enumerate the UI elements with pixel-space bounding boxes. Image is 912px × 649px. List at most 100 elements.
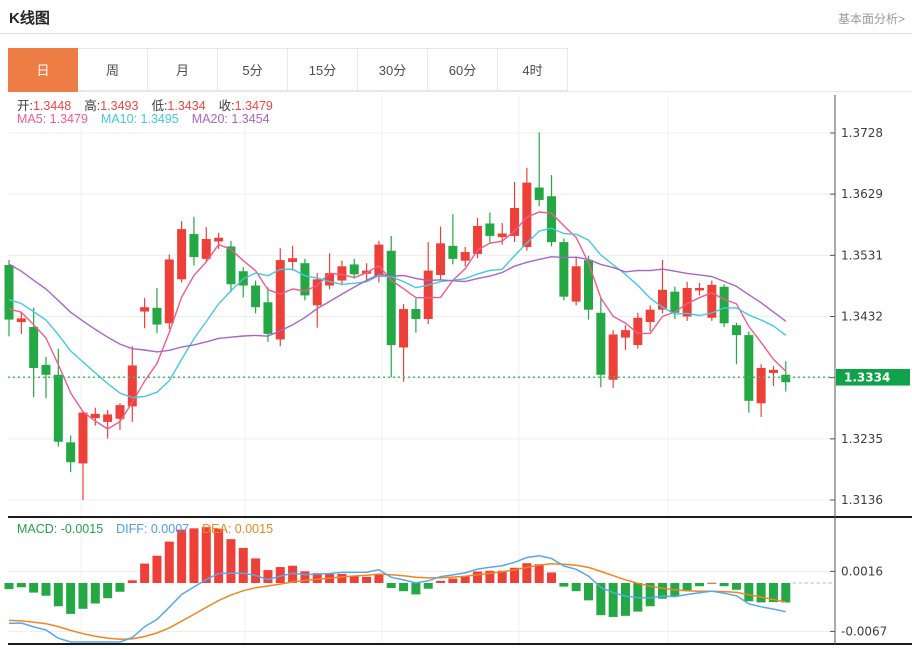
macd-hist-bar (140, 563, 150, 583)
macd-hist-bar (90, 583, 100, 604)
ma-legend: MA5: 1.3479 MA10: 1.3495 MA20: 1.3454 (17, 112, 283, 126)
candle-body (66, 442, 76, 463)
ma10-line (8, 227, 787, 399)
macd-axis-label: -0.0067 (841, 624, 887, 638)
macd-hist-bar (103, 583, 113, 599)
candle-body (177, 229, 187, 280)
macd-hist-bar (29, 583, 39, 593)
tab-period-8[interactable]: 4时 (498, 48, 568, 91)
candle-body (682, 287, 692, 317)
tabbar-underline (8, 91, 912, 92)
macd-hist-bar (510, 567, 520, 583)
candle-body (226, 246, 236, 285)
candle-body (275, 260, 285, 340)
macd-hist-bar (214, 528, 224, 583)
macd-hist-bar (300, 571, 310, 583)
y-axis-label: 1.3235 (841, 432, 883, 446)
macd-hist-bar (53, 583, 63, 607)
macd-hist-bar (362, 576, 372, 583)
legend-item: 收:1.3479 (218, 99, 273, 113)
macd-hist-bar (694, 583, 704, 587)
y-axis-label: 1.3728 (841, 126, 883, 140)
candle-body (41, 364, 51, 375)
macd-hist-bar (707, 582, 717, 584)
macd-hist-bar (473, 571, 483, 583)
macd-hist-bar (756, 583, 766, 603)
macd-hist-bar (164, 541, 174, 583)
tab-period-7[interactable]: 60分 (428, 48, 498, 91)
candle-body (411, 309, 421, 319)
macd-hist-bar (571, 583, 581, 592)
candle-body (127, 365, 137, 407)
macd-hist-bar (608, 583, 618, 617)
macd-hist-bar (559, 583, 569, 587)
legend-item: DIFF: 0.0007 (116, 522, 190, 536)
macd-hist-bar (460, 576, 470, 583)
tab-period-6[interactable]: 30分 (358, 48, 428, 91)
macd-hist-bar (251, 558, 261, 583)
tab-period-4[interactable]: 5分 (218, 48, 288, 91)
tab-period-1[interactable]: 日 (8, 48, 78, 92)
macd-hist-bar (744, 583, 754, 602)
macd-hist-bar (115, 583, 125, 592)
fundamental-analysis-link[interactable]: 基本面分析> (837, 12, 905, 26)
candle-body (53, 374, 63, 442)
candle-body (596, 312, 606, 375)
candle-body (497, 233, 507, 238)
legend-item: MA10: 1.3495 (100, 112, 179, 126)
macd-hist-bar (781, 583, 791, 603)
tab-period-3[interactable]: 月 (148, 48, 218, 91)
macd-hist-bar (731, 583, 741, 590)
dea-line (8, 563, 786, 640)
macd-hist-bar (411, 583, 421, 595)
legend-item: MACD: -0.0015 (17, 522, 104, 536)
macd-hist-bar (312, 573, 322, 583)
candle-body (386, 250, 396, 346)
candle-body (719, 286, 729, 324)
candle-body (510, 208, 520, 236)
legend-item: MA5: 1.3479 (17, 112, 88, 126)
candle-body (251, 285, 261, 308)
macd-hist-bar (584, 583, 594, 601)
y-axis-label: 1.3531 (841, 248, 883, 262)
macd-hist-bar (177, 529, 187, 583)
candle-body (201, 239, 211, 259)
y-axis-label: 1.3629 (841, 187, 883, 201)
ohlc-legend: 开:1.3448 高:1.3493 低:1.3434 收:1.3479 (17, 95, 286, 114)
candle-body (608, 334, 618, 380)
candle-body (115, 405, 125, 419)
candle-body (436, 243, 446, 275)
macd-hist-bar (657, 583, 667, 599)
macd-hist-bar (534, 564, 544, 583)
candle-body (103, 414, 113, 422)
candle-body (460, 252, 470, 261)
header-divider (0, 33, 912, 34)
candle-body (781, 374, 791, 383)
tab-period-2[interactable]: 周 (78, 48, 148, 91)
macd-hist-bar (399, 583, 409, 592)
candle-body (547, 196, 557, 243)
candle-body (657, 289, 667, 310)
macd-hist-bar (349, 575, 359, 583)
candle-body (4, 265, 14, 320)
tab-period-5[interactable]: 15分 (288, 48, 358, 91)
macd-hist-bar (386, 583, 396, 588)
y-axis-label: 1.3136 (841, 493, 883, 507)
macd-hist-bar (423, 583, 433, 589)
legend-item: 低:1.3434 (151, 99, 206, 113)
legend-item: 开:1.3448 (17, 99, 72, 113)
candle-body (312, 279, 322, 306)
macd-legend: MACD: -0.0015 DIFF: 0.0007 DEA: 0.0015 (17, 522, 286, 536)
candle-body (633, 317, 643, 346)
candle-body (423, 270, 433, 319)
y-axis-label: 1.3432 (841, 310, 883, 324)
candle-body (152, 307, 162, 325)
candle-body (263, 302, 273, 334)
macd-hist-bar (275, 567, 285, 583)
candle-body (584, 260, 594, 310)
candle-body (349, 264, 359, 275)
candle-body (731, 325, 741, 336)
period-tabbar: 日周月 5分 15分 30分 60分 4时 (8, 48, 568, 92)
candle-body (374, 244, 384, 277)
